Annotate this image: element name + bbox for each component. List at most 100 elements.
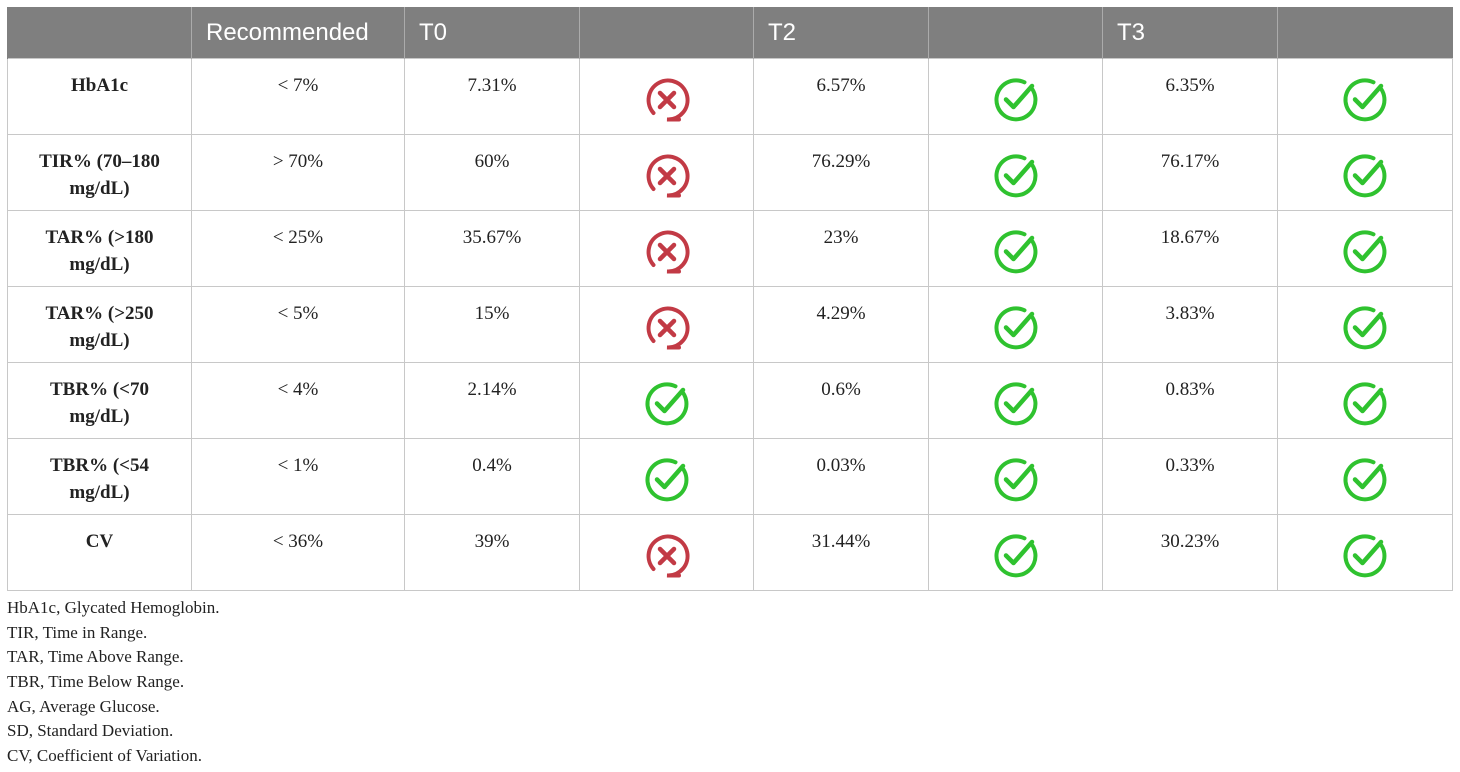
- x-circle-icon: [646, 230, 690, 274]
- t3-status-cell: [1277, 286, 1453, 363]
- t0-value-cell: 7.31%: [404, 58, 580, 135]
- x-circle-icon: [646, 534, 690, 578]
- table-row: TBR% (<70 mg/dL) < 4% 2.14% 0.6% 0.83%: [7, 362, 1453, 439]
- metric-text: TBR% (<54 mg/dL): [50, 455, 149, 503]
- t0-status-cell: [579, 362, 754, 439]
- check-circle-icon: [1343, 381, 1387, 425]
- metric-text: TAR% (>250 mg/dL): [45, 303, 154, 351]
- check-circle-icon: [993, 153, 1037, 197]
- t0-value-text: 15%: [474, 303, 510, 324]
- t0-status-cell: [579, 438, 754, 515]
- check-circle-icon: [1343, 153, 1387, 197]
- t0-value-cell: 0.4%: [404, 438, 580, 515]
- header-t3: T3: [1102, 7, 1278, 59]
- metric-cell: TAR% (>180 mg/dL): [7, 210, 192, 287]
- footnote: SD, Standard Deviation.: [7, 721, 174, 741]
- footnote: TBR, Time Below Range.: [7, 672, 185, 692]
- metric-text: CV: [85, 531, 114, 552]
- t2-value-cell: 23%: [753, 210, 929, 287]
- t0-value-text: 7.31%: [467, 75, 517, 96]
- t2-value-cell: 0.03%: [753, 438, 929, 515]
- t3-value-text: 0.33%: [1165, 455, 1215, 476]
- t0-status-cell: [579, 210, 754, 287]
- t2-value-text: 0.03%: [816, 455, 866, 476]
- t2-value-cell: 31.44%: [753, 514, 929, 591]
- t3-value-cell: 3.83%: [1102, 286, 1278, 363]
- table-row: HbA1c < 7% 7.31% 6.57% 6.35%: [7, 58, 1453, 135]
- t0-status-cell: [579, 58, 754, 135]
- recommended-cell: < 25%: [191, 210, 405, 287]
- t3-value-cell: 76.17%: [1102, 134, 1278, 211]
- metric-cell: CV: [7, 514, 192, 591]
- t0-value-text: 2.14%: [467, 379, 517, 400]
- check-circle-icon: [1343, 229, 1387, 273]
- t0-value-cell: 60%: [404, 134, 580, 211]
- t0-value-text: 39%: [474, 531, 510, 552]
- t0-value-cell: 35.67%: [404, 210, 580, 287]
- t2-value-text: 0.6%: [821, 379, 861, 400]
- recommended-cell: < 36%: [191, 514, 405, 591]
- check-circle-icon: [993, 381, 1037, 425]
- t3-value-cell: 6.35%: [1102, 58, 1278, 135]
- t3-value-text: 18.67%: [1160, 227, 1220, 248]
- x-circle-icon: [646, 154, 690, 198]
- t3-value-text: 30.23%: [1160, 531, 1220, 552]
- t3-status-cell: [1277, 58, 1453, 135]
- t3-status-cell: [1277, 438, 1453, 515]
- metric-text: TBR% (<70 mg/dL): [50, 379, 149, 427]
- header-t2: T2: [753, 7, 929, 59]
- check-circle-icon: [993, 229, 1037, 273]
- recommended-text: < 25%: [272, 227, 324, 248]
- check-circle-icon: [1343, 457, 1387, 501]
- glycemic-targets-table-container: Recommended T0 T2 T3 HbA1c < 7% 7.31% 6.57%…: [7, 7, 1453, 591]
- recommended-cell: < 5%: [191, 286, 405, 363]
- check-circle-icon: [1343, 533, 1387, 577]
- recommended-text: > 70%: [272, 151, 324, 172]
- t0-status-cell: [579, 286, 754, 363]
- check-circle-icon: [644, 381, 688, 425]
- t3-status-cell: [1277, 210, 1453, 287]
- t3-value-cell: 0.83%: [1102, 362, 1278, 439]
- header-t0-status: [579, 7, 754, 59]
- footnote: TAR, Time Above Range.: [7, 647, 184, 667]
- metric-cell: TAR% (>250 mg/dL): [7, 286, 192, 363]
- t2-value-text: 4.29%: [816, 303, 866, 324]
- t0-value-cell: 15%: [404, 286, 580, 363]
- t2-status-cell: [928, 134, 1103, 211]
- t2-status-cell: [928, 210, 1103, 287]
- t0-status-cell: [579, 134, 754, 211]
- glycemic-targets-table: Recommended T0 T2 T3 HbA1c < 7% 7.31% 6.57%…: [7, 7, 1453, 591]
- check-circle-icon: [1343, 77, 1387, 121]
- footnote: AG, Average Glucose.: [7, 696, 160, 716]
- footnote: TIR, Time in Range.: [7, 622, 148, 642]
- t2-value-text: 31.44%: [811, 531, 871, 552]
- check-circle-icon: [993, 77, 1037, 121]
- t2-value-cell: 6.57%: [753, 58, 929, 135]
- recommended-cell: > 70%: [191, 134, 405, 211]
- t3-status-cell: [1277, 514, 1453, 591]
- table-row: TAR% (>180 mg/dL) < 25% 35.67% 23% 18.67%: [7, 210, 1453, 287]
- t0-value-text: 60%: [474, 151, 510, 172]
- t3-value-cell: 18.67%: [1102, 210, 1278, 287]
- check-circle-icon: [993, 533, 1037, 577]
- t0-value-cell: 39%: [404, 514, 580, 591]
- table-row: TIR% (70–180 mg/dL) > 70% 60% 76.29% 76.17%: [7, 134, 1453, 211]
- table-footnotes: HbA1c, Glycated Hemoglobin. TIR, Time in …: [7, 596, 219, 769]
- metric-cell: TBR% (<70 mg/dL): [7, 362, 192, 439]
- footnote: HbA1c, Glycated Hemoglobin.: [7, 598, 220, 617]
- metric-cell: TIR% (70–180 mg/dL): [7, 134, 192, 211]
- recommended-text: < 7%: [277, 75, 319, 96]
- header-metric: [7, 7, 192, 59]
- t3-value-text: 76.17%: [1160, 151, 1220, 172]
- recommended-text: < 36%: [272, 531, 324, 552]
- x-circle-icon: [646, 78, 690, 122]
- metric-text: HbA1c: [71, 75, 128, 96]
- t3-value-text: 0.83%: [1165, 379, 1215, 400]
- table-header-row: Recommended T0 T2 T3: [7, 7, 1453, 59]
- t3-status-cell: [1277, 134, 1453, 211]
- metric-cell: TBR% (<54 mg/dL): [7, 438, 192, 515]
- check-circle-icon: [644, 457, 688, 501]
- table-row: TBR% (<54 mg/dL) < 1% 0.4% 0.03% 0.33%: [7, 438, 1453, 515]
- t3-value-text: 3.83%: [1165, 303, 1215, 324]
- t3-status-cell: [1277, 362, 1453, 439]
